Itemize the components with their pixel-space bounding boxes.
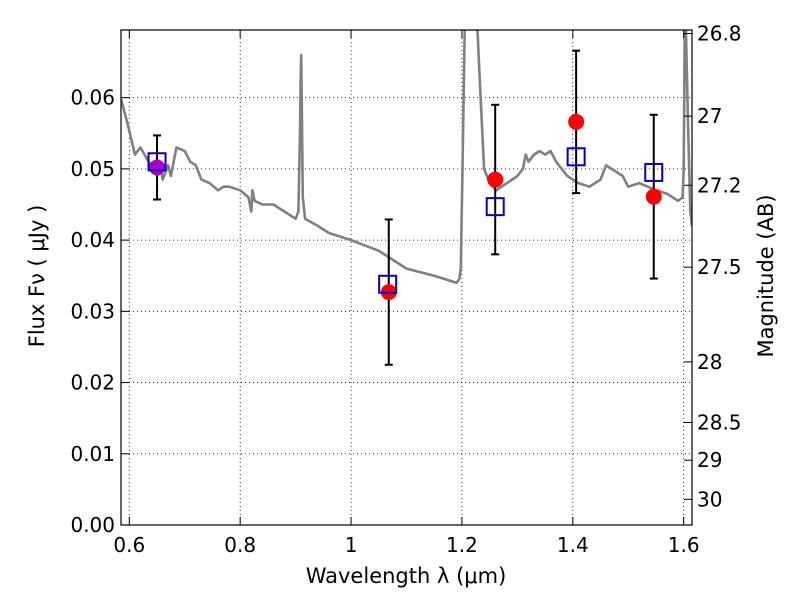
y-axis-label: Flux Fν ( μJy ) xyxy=(25,205,49,348)
y-tick-label-2: 0.02 xyxy=(70,371,115,395)
x-tick-label-2: 1 xyxy=(345,533,358,557)
y-tick-label-0: 0.00 xyxy=(70,513,115,537)
observed-point-3 xyxy=(568,113,585,130)
right-tick-label-3: 27.5 xyxy=(697,255,742,279)
plot-frame xyxy=(120,29,693,526)
observed-point-4 xyxy=(645,188,662,205)
model-point-1 xyxy=(378,274,398,294)
right-tick-label-4: 28 xyxy=(697,350,722,374)
x-axis-label: Wavelength λ (μm) xyxy=(306,564,507,588)
model-point-2 xyxy=(485,197,505,217)
model-point-3 xyxy=(566,147,586,167)
x-tick-label-0: 0.6 xyxy=(113,533,145,557)
right-tick-label-0: 26.8 xyxy=(697,22,742,46)
right-tick-label-2: 27.2 xyxy=(697,173,742,197)
right-tick-label-1: 27 xyxy=(697,104,722,128)
right-tick-label-6: 29 xyxy=(697,448,722,472)
y-tick-label-4: 0.04 xyxy=(70,228,115,252)
axes: 0.6 0.8 1 1.2 1.4 1.6 0.00 0.01 0.02 0.03 0.04 0.05… xyxy=(70,22,741,557)
y-tick-label-5: 0.05 xyxy=(70,157,115,181)
y-tick-label-6: 0.06 xyxy=(70,86,115,110)
y-tick-label-1: 0.01 xyxy=(70,442,115,466)
right-axis-label: Magnitude (AB) xyxy=(754,194,778,357)
plot-area xyxy=(121,30,692,366)
x-tick-label-5: 1.6 xyxy=(668,533,700,557)
right-tick-label-5: 28.5 xyxy=(697,410,742,434)
observed-point-2 xyxy=(487,171,504,188)
x-tick-label-3: 1.2 xyxy=(446,533,478,557)
model-spectrum-line xyxy=(121,30,692,285)
x-tick-label-1: 0.8 xyxy=(224,533,256,557)
x-tick-label-4: 1.4 xyxy=(557,533,589,557)
right-tick-label-7: 30 xyxy=(697,487,722,511)
observed-point-0 xyxy=(149,159,166,176)
y-tick-label-3: 0.03 xyxy=(70,299,115,323)
model-point-4 xyxy=(644,162,664,182)
model-point-0 xyxy=(147,152,167,172)
grid xyxy=(121,30,692,526)
